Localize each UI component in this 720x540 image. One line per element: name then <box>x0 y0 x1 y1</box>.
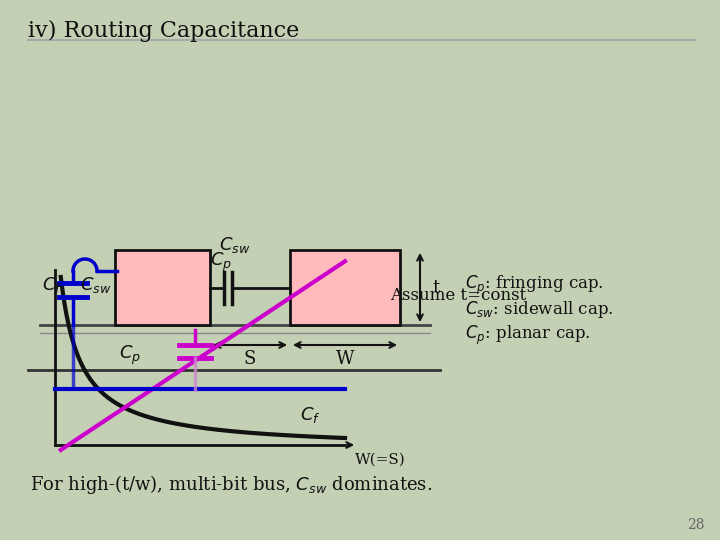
Text: Assume t=const: Assume t=const <box>390 287 526 303</box>
Text: S: S <box>244 350 256 368</box>
Text: $C_p$: $C_p$ <box>210 251 232 274</box>
Text: W(=S): W(=S) <box>355 453 406 467</box>
Bar <box>115 250 210 325</box>
Text: $C_{sw}$: sidewall cap.: $C_{sw}$: sidewall cap. <box>465 300 613 321</box>
Text: iv) Routing Capacitance: iv) Routing Capacitance <box>28 20 300 42</box>
Text: 28: 28 <box>688 518 705 532</box>
Bar <box>290 250 400 325</box>
Text: $C_f$: $C_f$ <box>300 405 320 425</box>
Text: W: W <box>336 350 354 368</box>
Text: $C_p$: $C_p$ <box>119 343 141 367</box>
Text: $C_{sw}$: $C_{sw}$ <box>220 235 251 255</box>
Text: t: t <box>432 279 439 297</box>
Text: $C_f$: $C_f$ <box>42 275 63 295</box>
Text: $C_{sw}$: $C_{sw}$ <box>80 275 112 295</box>
Text: $C_p$: planar cap.: $C_p$: planar cap. <box>465 323 590 347</box>
Text: $C_p$: fringing cap.: $C_p$: fringing cap. <box>465 273 603 296</box>
Text: For high-(t/w), multi-bit bus, $C_{sw}$ dominates.: For high-(t/w), multi-bit bus, $C_{sw}$ … <box>30 474 432 496</box>
